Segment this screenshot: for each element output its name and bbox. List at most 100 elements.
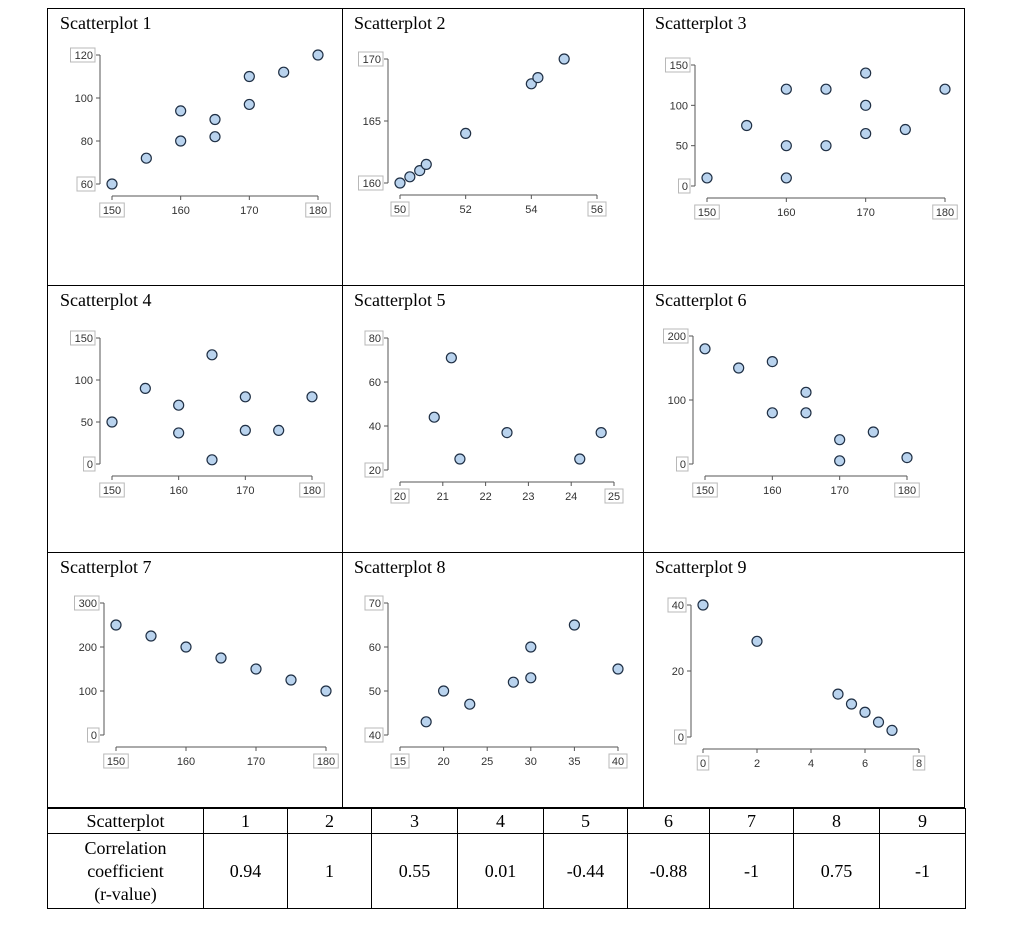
y-tick-label: 40 xyxy=(369,421,381,433)
scatterplot-cell-9: Scatterplot 9 0 2 4 6 8 0 20 40 xyxy=(643,553,964,807)
table-column-header: 1 xyxy=(203,808,288,834)
scatter-point xyxy=(525,641,537,653)
table-column-header: 2 xyxy=(287,808,372,834)
x-tick-label: 8 xyxy=(916,758,922,770)
scatterplot-cell-4: Scatterplot 4 150 160 170 180 0 50 100 150 xyxy=(48,286,342,552)
scatter-point xyxy=(595,427,607,439)
scatter-point xyxy=(445,352,457,364)
y-tick-label-box xyxy=(358,175,384,191)
y-tick-label: 80 xyxy=(81,136,93,148)
scatter-point xyxy=(800,407,812,419)
scatter-point xyxy=(106,416,118,428)
x-tick-label-box xyxy=(390,488,410,504)
scatter-point xyxy=(939,83,951,95)
x-tick-label: 160 xyxy=(177,756,195,768)
x-tick-label: 50 xyxy=(394,204,406,216)
y-tick-label: 160 xyxy=(363,178,381,190)
scatterplot-chart: 0 2 4 6 8 0 20 40 xyxy=(667,597,926,771)
table-column-header: 7 xyxy=(709,808,794,834)
scatterplot-chart: 150 160 170 180 60 80 100 120 xyxy=(70,47,331,218)
scatter-point xyxy=(867,426,879,438)
scatter-point xyxy=(568,619,580,631)
x-tick-label-box xyxy=(390,753,410,769)
x-tick-label: 150 xyxy=(107,756,125,768)
scatter-point xyxy=(820,140,832,152)
y-tick-label: 200 xyxy=(79,642,97,654)
r-value-cell: -1 xyxy=(709,833,794,909)
y-tick-label: 20 xyxy=(369,465,381,477)
x-tick-label: 20 xyxy=(394,491,406,503)
scatter-point xyxy=(180,641,192,653)
x-tick-label: 180 xyxy=(317,756,335,768)
scatter-point xyxy=(699,343,711,355)
y-tick-label-box xyxy=(83,456,96,472)
y-tick-label-box xyxy=(87,727,100,743)
x-tick-label: 35 xyxy=(568,756,580,768)
x-tick-label: 4 xyxy=(808,758,814,770)
x-tick-label: 150 xyxy=(103,205,121,217)
scatter-point xyxy=(834,455,846,467)
scatter-point xyxy=(243,98,255,111)
scatter-point xyxy=(206,349,218,361)
x-tick-label: 150 xyxy=(103,485,121,497)
scatterplot-cell-5: Scatterplot 5 20 21 22 23 24 25 20 40 60 80 xyxy=(342,286,643,552)
scatter-point xyxy=(206,454,218,466)
scatter-point xyxy=(428,411,440,423)
scatterplot-cell-8: Scatterplot 8 15 20 25 30 35 40 40 50 60 70 xyxy=(342,553,643,807)
scatterplot-chart: 150 160 170 180 0 50 100 150 xyxy=(70,330,325,498)
x-tick-label: 180 xyxy=(309,205,327,217)
x-tick-label: 0 xyxy=(700,758,706,770)
table-column-header: 3 xyxy=(371,808,458,834)
y-tick-label-box xyxy=(74,595,100,611)
scatterplot-cell-3: Scatterplot 3 150 160 170 180 0 50 100 150 xyxy=(643,9,964,285)
scatter-point xyxy=(239,424,251,436)
scatter-point xyxy=(834,434,846,446)
y-tick-label: 40 xyxy=(672,600,684,612)
row-label: Correlation coefficient (r-value) xyxy=(47,833,204,909)
scatter-point xyxy=(312,49,324,61)
grid-divider xyxy=(342,9,343,807)
x-tick-label-box xyxy=(604,488,624,504)
x-tick-label-box xyxy=(99,482,125,498)
r-value-cell: 0.01 xyxy=(457,833,544,909)
scatter-point xyxy=(859,706,871,718)
x-tick-label: 150 xyxy=(698,207,716,219)
x-tick-label: 160 xyxy=(169,485,187,497)
scatter-point xyxy=(239,391,251,403)
grid-divider xyxy=(48,285,964,286)
table-column-header: 6 xyxy=(627,808,710,834)
scatterplot-cell-6: Scatterplot 6 150 160 170 180 0 100 200 xyxy=(643,286,964,552)
scatter-point xyxy=(501,427,513,439)
scatterplot-cell-2: Scatterplot 2 50 52 54 56 160 165 170 xyxy=(342,9,643,285)
x-tick-label-box xyxy=(692,482,718,498)
scatter-point xyxy=(901,452,913,464)
scatterplot-title: Scatterplot 3 xyxy=(655,13,747,33)
scatter-point xyxy=(420,716,432,728)
table-column-header: 9 xyxy=(879,808,966,834)
y-tick-label: 100 xyxy=(75,375,93,387)
y-tick-label-box xyxy=(358,51,384,67)
x-tick-label-box xyxy=(587,201,607,217)
x-tick-label-box xyxy=(299,482,325,498)
x-tick-label-box xyxy=(912,755,926,771)
scatter-point xyxy=(285,674,297,686)
y-tick-label: 50 xyxy=(81,417,93,429)
y-tick-label: 20 xyxy=(672,666,684,678)
y-tick-label: 150 xyxy=(670,60,688,72)
scatterplot-title: Scatterplot 7 xyxy=(60,557,152,577)
y-tick-label: 150 xyxy=(75,333,93,345)
x-tick-label: 180 xyxy=(936,207,954,219)
x-tick-label: 54 xyxy=(525,204,537,216)
scatterplot-chart: 150 160 170 180 0 100 200 300 xyxy=(74,595,339,769)
row-label-line: (r-value) xyxy=(94,883,157,904)
scatter-point xyxy=(175,135,187,147)
scatter-point xyxy=(320,685,332,697)
y-tick-label: 40 xyxy=(369,730,381,742)
x-tick-label-box xyxy=(932,204,958,220)
table-column-header: 5 xyxy=(543,808,628,834)
scatterplot-chart: 50 52 54 56 160 165 170 xyxy=(358,51,607,217)
x-tick-label-box xyxy=(103,753,129,769)
row-label-line: coefficient xyxy=(87,860,164,881)
y-tick-label: 0 xyxy=(682,181,688,193)
scatter-point xyxy=(751,635,763,647)
